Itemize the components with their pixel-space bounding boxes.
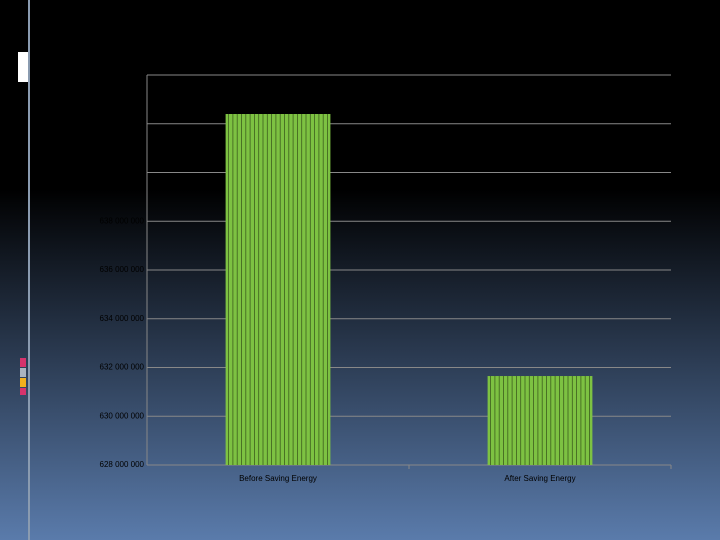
chart: 628 000 000 630 000 000 632 000 000 634 000… xyxy=(100,70,672,483)
y-tick-label: 642 000 000 xyxy=(100,119,145,128)
y-tick-label: 644 000 000 xyxy=(100,70,145,79)
y-tick-label: 630 000 000 xyxy=(100,411,145,420)
accent xyxy=(20,368,26,377)
title-marker xyxy=(18,52,28,82)
accent xyxy=(20,358,26,367)
y-tick-label: 640 000 000 xyxy=(100,168,145,177)
y-tick-label: 634 000 000 xyxy=(100,314,145,323)
y-tick-label: 636 000 000 xyxy=(100,265,145,274)
x-tick-label: Before Saving Energy xyxy=(239,474,317,483)
y-tick-label: 628 000 000 xyxy=(100,460,145,469)
bar xyxy=(225,114,331,465)
accent xyxy=(20,388,26,395)
y-tick-label: 632 000 000 xyxy=(100,363,145,372)
y-tick-label: 638 000 000 xyxy=(100,216,145,225)
bar xyxy=(487,376,593,465)
side-rule xyxy=(28,0,30,540)
x-tick-label: After Saving Energy xyxy=(504,474,575,483)
accent xyxy=(20,378,26,387)
